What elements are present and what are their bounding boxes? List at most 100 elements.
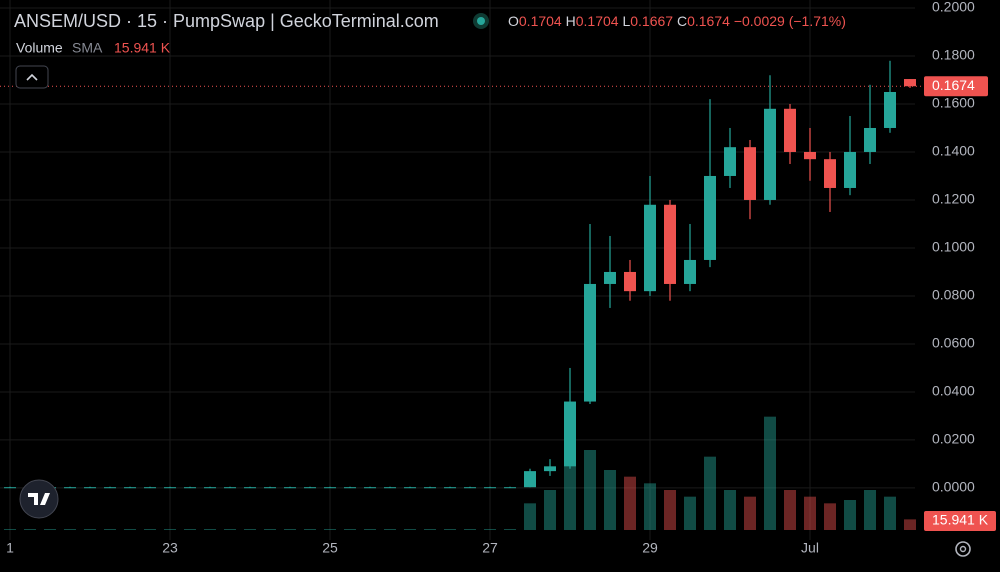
- candle-body: [344, 487, 356, 489]
- ohlc-key: O: [508, 13, 519, 29]
- candle-body: [684, 259, 696, 284]
- settings-icon-core: [959, 545, 967, 553]
- y-tick-label: 0.1800: [932, 47, 975, 63]
- ohlc-key: C: [677, 13, 687, 29]
- y-tick-label: 0.0200: [932, 431, 975, 447]
- x-tick-label: 1: [6, 540, 14, 556]
- collapse-button[interactable]: [15, 65, 49, 89]
- candle-body: [544, 466, 556, 472]
- candle-body: [724, 147, 736, 176]
- volume-bar: [264, 529, 276, 530]
- candle-body: [424, 487, 436, 489]
- volume-bar: [644, 483, 656, 530]
- candle-body: [184, 487, 196, 489]
- volume-bar: [104, 529, 116, 530]
- volume-bar: [704, 456, 716, 530]
- volume-bar: [604, 470, 616, 530]
- candle-body: [884, 91, 896, 128]
- candle-body: [244, 487, 256, 489]
- candle-body: [144, 487, 156, 489]
- logo-mark: [28, 493, 50, 505]
- x-tick-label: 29: [642, 540, 658, 556]
- candle-body: [444, 487, 456, 489]
- y-tick-label: 0.1400: [932, 143, 975, 159]
- volume-bar: [844, 500, 856, 530]
- plot: [0, 60, 922, 530]
- volume-bar: [484, 529, 496, 530]
- volume-value-box: [924, 511, 996, 531]
- axes: 0.0000 0.0200 0.0400 0.0600 0.0800 0.1000 0.12…: [6, 0, 996, 556]
- candle-body: [764, 108, 776, 200]
- candle-body: [124, 487, 136, 489]
- candle-body: [224, 487, 236, 489]
- candle-body: [384, 487, 396, 489]
- sma-label: SMA: [72, 40, 103, 56]
- y-tick-label: 0.0800: [932, 287, 975, 303]
- y-tick-label: 0.0000: [932, 479, 975, 495]
- x-tick-label: 23: [162, 540, 178, 556]
- candle-body: [784, 108, 796, 152]
- volume-bar: [464, 529, 476, 530]
- volume-bar: [244, 529, 256, 530]
- candle-body: [264, 487, 276, 489]
- candle-body: [404, 487, 416, 489]
- volume-bar: [824, 503, 836, 530]
- y-tick-label: 0.1600: [932, 95, 975, 111]
- candle-body: [804, 151, 816, 160]
- volume-bar: [364, 529, 376, 530]
- ohlc-value: 0.1704: [519, 13, 562, 29]
- volume-bar: [524, 503, 536, 530]
- x-tick-label: 27: [482, 540, 498, 556]
- volume-bar: [304, 529, 316, 530]
- x-tick-label: Jul: [801, 540, 819, 556]
- volume-bar: [384, 529, 396, 530]
- volume-bar: [744, 496, 756, 530]
- volume-bar: [504, 529, 516, 530]
- candle-body: [204, 487, 216, 489]
- price-change: −0.0029 (−1.71%): [734, 13, 846, 29]
- candle-body: [284, 487, 296, 489]
- candle-body: [824, 159, 836, 188]
- y-tick-label: 0.0400: [932, 383, 975, 399]
- volume-bar: [904, 519, 916, 530]
- sma-value: 15.941 K: [114, 40, 171, 56]
- collapse-icon: [26, 73, 38, 81]
- candle-body: [464, 487, 476, 489]
- candle-body: [104, 487, 116, 489]
- volume-bar: [124, 529, 136, 530]
- volume-bar: [764, 416, 776, 530]
- settings-icon[interactable]: [955, 541, 971, 557]
- candle-body: [704, 175, 716, 260]
- candle-body: [164, 487, 176, 489]
- last-price-label: 0.1674: [932, 77, 975, 93]
- volume-bar: [884, 496, 896, 530]
- candle-body: [624, 271, 636, 292]
- y-tick-label: 0.1000: [932, 239, 975, 255]
- candle-body: [4, 487, 16, 489]
- logo[interactable]: [19, 479, 59, 519]
- volume-bar: [184, 529, 196, 530]
- volume-bar: [684, 496, 696, 530]
- candle-body: [524, 471, 536, 488]
- volume-bar: [864, 490, 876, 530]
- volume-bar: [804, 496, 816, 530]
- candle-body: [84, 487, 96, 489]
- ohlc-value: 0.1674: [687, 13, 730, 29]
- candle-body: [484, 487, 496, 489]
- candle-body: [904, 79, 916, 87]
- volume-bar: [164, 529, 176, 530]
- volume-bar: [204, 529, 216, 530]
- x-tick-label: 25: [322, 540, 338, 556]
- candle-body: [664, 204, 676, 284]
- volume-bar: [344, 529, 356, 530]
- volume-label: Volume: [16, 40, 63, 56]
- y-tick-label: 0.1200: [932, 191, 975, 207]
- candle-body: [744, 147, 756, 200]
- candle-body: [364, 487, 376, 489]
- ohlc-value: 0.1667: [630, 13, 673, 29]
- volume-bar: [724, 490, 736, 530]
- volume-value-label: 15.941 K: [932, 512, 989, 528]
- volume-bar: [664, 490, 676, 530]
- grid: [0, 0, 915, 540]
